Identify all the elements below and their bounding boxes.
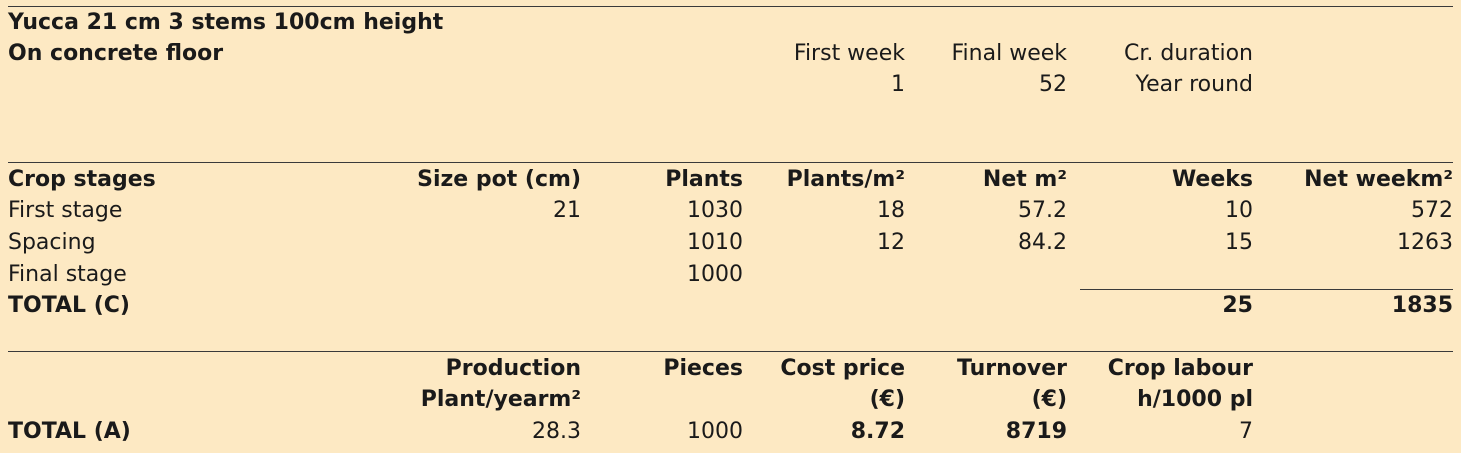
table-cell: 15 — [1225, 230, 1253, 255]
col-header-crop-stages: Crop stages — [8, 167, 156, 192]
table-cell: 18 — [877, 198, 905, 223]
top-rule — [8, 6, 1453, 7]
table-cell: 84.2 — [1018, 230, 1067, 255]
first-week-label: First week — [793, 41, 905, 66]
subtotal-rule — [1080, 289, 1453, 290]
col-header-crop-labour: Crop labour — [1107, 356, 1253, 381]
first-week-value: 1 — [891, 72, 905, 97]
total-c-label: TOTAL (C) — [8, 293, 130, 318]
table-cell: 1263 — [1397, 230, 1453, 255]
total-weeks: 25 — [1222, 293, 1253, 318]
final-week-label: Final week — [951, 41, 1068, 66]
col-header-cost-price: Cost price — [780, 356, 905, 381]
cost-price-value: 8.72 — [850, 419, 905, 444]
crop-labour-value: 7 — [1239, 419, 1253, 444]
col-header-net-weekm2: Net weekm² — [1304, 167, 1453, 192]
final-week-value: 52 — [1039, 72, 1067, 97]
col-header-plants: Plants — [665, 167, 743, 192]
page-subtitle: On concrete floor — [8, 41, 224, 66]
table-cell: 572 — [1411, 198, 1453, 223]
stages-top-rule — [8, 162, 1453, 163]
turnover-value: 8719 — [1005, 419, 1067, 444]
col-header-production: Production — [445, 356, 581, 381]
col-header-crop-labour-unit: h/1000 pl — [1137, 387, 1253, 412]
col-header-pieces: Pieces — [663, 356, 743, 381]
page-title: Yucca 21 cm 3 stems 100cm height — [8, 10, 444, 35]
col-header-production-unit: Plant/yearm² — [420, 387, 581, 412]
col-header-cost-price-unit: (€) — [869, 387, 905, 412]
table-cell: 21 — [553, 198, 581, 223]
table-row-label: Final stage — [8, 262, 127, 287]
col-header-weeks: Weeks — [1171, 167, 1253, 192]
summary-top-rule — [8, 351, 1453, 352]
production-value: 28.3 — [532, 419, 581, 444]
table-cell: 12 — [877, 230, 905, 255]
table-row-label: Spacing — [8, 230, 96, 255]
table-cell: 57.2 — [1018, 198, 1067, 223]
table-cell: 1030 — [687, 198, 743, 223]
table-cell: 1000 — [687, 262, 743, 287]
total-net-weekm2: 1835 — [1391, 293, 1453, 318]
pieces-value: 1000 — [687, 419, 743, 444]
table-cell: 1010 — [687, 230, 743, 255]
col-header-turnover-unit: (€) — [1031, 387, 1067, 412]
total-a-label: TOTAL (A) — [8, 419, 131, 444]
table-row-label: First stage — [8, 198, 123, 223]
table-cell: 10 — [1225, 198, 1253, 223]
duration-label: Cr. duration — [1124, 41, 1253, 66]
col-header-turnover: Turnover — [957, 356, 1067, 381]
col-header-plants-per-m2: Plants/m² — [786, 167, 905, 192]
col-header-net-m2: Net m² — [982, 167, 1067, 192]
col-header-size-pot: Size pot (cm) — [417, 167, 581, 192]
duration-value: Year round — [1135, 72, 1253, 97]
